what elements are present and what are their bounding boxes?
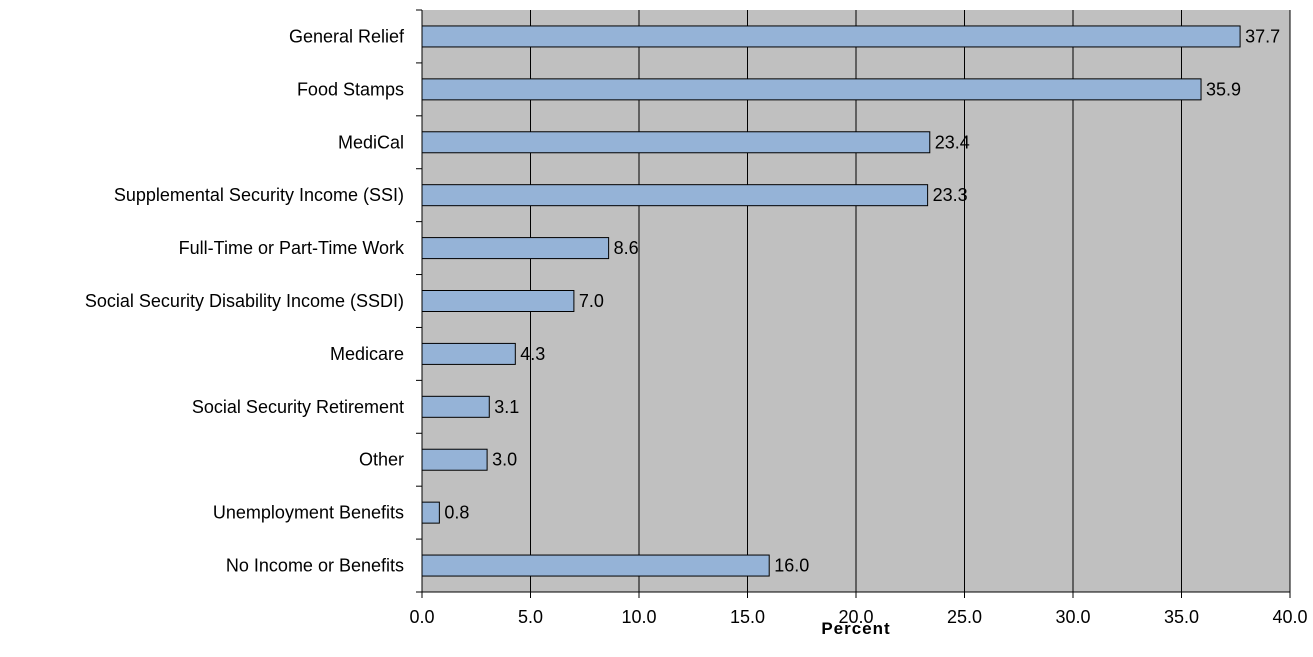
x-tick-label: 0.0 (409, 607, 434, 627)
bar (421, 131, 931, 154)
data-label: 16.0 (774, 556, 809, 576)
bar (421, 501, 440, 524)
data-label: 3.1 (494, 397, 519, 417)
bar (421, 184, 929, 207)
value-labels: 37.7 35.9 23.4 23.3 8.6 7.0 4.3 3.1 3.0 0.8 16.0 (444, 26, 1280, 575)
x-axis-title: Percent (821, 619, 890, 638)
category-labels: General Relief Food Stamps MediCal Suppleme… (85, 26, 405, 575)
category-label: Food Stamps (297, 79, 404, 99)
x-tick-label: 20.0 (838, 607, 873, 627)
x-tick-label: 35.0 (1164, 607, 1199, 627)
data-label: 23.3 (933, 185, 968, 205)
category-label: Social Security Retirement (192, 397, 404, 417)
category-label: Social Security Disability Income (SSDI) (85, 291, 404, 311)
bar (421, 342, 516, 365)
x-tick-label: 5.0 (518, 607, 543, 627)
data-label: 23.4 (935, 132, 970, 152)
category-label: Supplemental Security Income (SSI) (114, 185, 404, 205)
data-label: 7.0 (579, 291, 604, 311)
data-label: 3.0 (492, 450, 517, 470)
bar (421, 554, 770, 577)
bar (421, 448, 488, 471)
x-tick-labels: 0.0 5.0 10.0 15.0 20.0 25.0 30.0 35.0 40.0 (409, 607, 1307, 627)
x-tick-label: 30.0 (1055, 607, 1090, 627)
x-tick-label: 40.0 (1272, 607, 1307, 627)
category-label: MediCal (338, 132, 404, 152)
category-label: No Income or Benefits (226, 556, 404, 576)
axes (416, 9, 1291, 598)
data-label: 8.6 (614, 238, 639, 258)
bars (421, 25, 1241, 577)
category-label: Unemployment Benefits (213, 503, 404, 523)
x-tick-label: 25.0 (947, 607, 982, 627)
bar (421, 395, 490, 418)
category-label: General Relief (289, 26, 405, 46)
data-label: 35.9 (1206, 79, 1241, 99)
data-label: 4.3 (520, 344, 545, 364)
category-label: Full-Time or Part-Time Work (179, 238, 405, 258)
bar (421, 290, 575, 312)
bar (421, 78, 1202, 101)
data-label: 0.8 (444, 503, 469, 523)
category-label: Other (359, 450, 404, 470)
x-tick-label: 10.0 (621, 607, 656, 627)
bar (421, 237, 610, 260)
x-tick-label: 15.0 (730, 607, 765, 627)
data-label: 37.7 (1245, 26, 1280, 46)
bar (421, 25, 1241, 48)
category-label: Medicare (330, 344, 404, 364)
gridlines (530, 10, 1291, 592)
